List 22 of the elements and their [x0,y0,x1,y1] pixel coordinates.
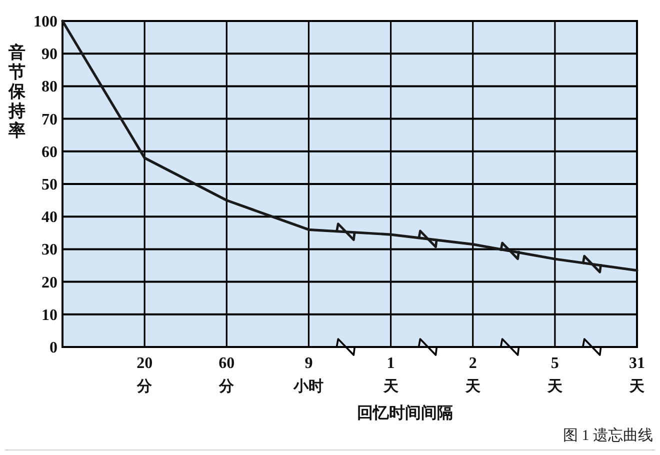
y-tick-label: 0 [50,340,58,356]
y-tick-label: 20 [42,274,58,292]
y-tick-label: 30 [42,242,58,259]
x-tick-label: 5天 [546,355,564,395]
y-tick-label: 60 [42,144,58,161]
line-series [61,20,638,272]
x-tick-label: 2天 [464,355,482,395]
y-tick-label: 40 [42,209,58,226]
y-tick-label: 10 [42,306,58,324]
x-tick-label: 31天 [628,355,646,395]
y-tick-label: 50 [42,176,58,194]
x-axis-title: 回忆时间间隔 [357,403,453,422]
x-tick-label: 9小时 [292,355,324,395]
y-axis-title: 音节保持率 [8,43,26,141]
y-tick-label: 100 [34,14,58,30]
y-tick-label: 80 [42,78,58,96]
x-tick-label: 60分 [218,355,236,395]
y-tick-label: 90 [42,46,58,64]
y-tick-label: 70 [42,111,58,128]
caption: 图 1 遗忘曲线 [563,427,653,444]
x-tick-label: 1天 [382,355,400,395]
x-tick-label: 20分 [136,355,154,395]
